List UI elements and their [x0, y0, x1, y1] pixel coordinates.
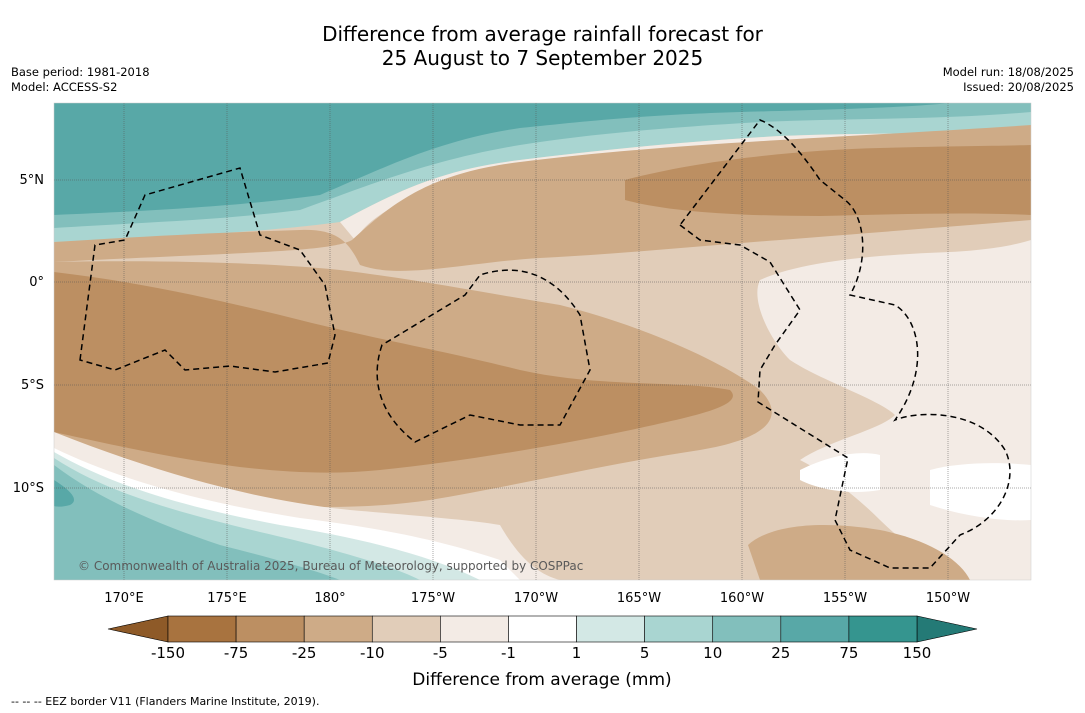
brown-dark-region-southwest — [54, 272, 733, 473]
colorbar-tick-label: -150 — [151, 644, 185, 662]
lon-label: 170°W — [514, 591, 558, 606]
colorbar-tick-label: -1 — [501, 644, 516, 662]
teal-region-south-core — [54, 480, 75, 507]
lon-label: 175°W — [411, 591, 455, 606]
colorbar-tick-label: 5 — [640, 644, 650, 662]
title-line-2: 25 August to 7 September 2025 — [381, 46, 704, 70]
colorbar-tick-label: -5 — [433, 644, 448, 662]
colorbar-tick-label: -75 — [224, 644, 249, 662]
colorbar-bin — [167, 615, 237, 643]
lon-label: 165°W — [617, 591, 661, 606]
model-run: Model run: 18/08/2025 — [942, 65, 1074, 79]
issued-date: Issued: 20/08/2025 — [963, 80, 1074, 94]
colorbar-bin — [712, 615, 782, 643]
copyright-text: © Commonwealth of Australia 2025, Bureau… — [78, 559, 583, 573]
graticule — [54, 103, 1031, 580]
eez-borders — [79, 119, 1011, 569]
colorbar-bin — [508, 615, 577, 643]
meta-left: Base period: 1981-2018 Model: ACCESS-S2 — [11, 65, 150, 95]
latitude-labels: 5°N 0° 5°S 10°S — [13, 173, 44, 496]
teal-region-north-inner — [54, 103, 950, 215]
colorbar-extend-low — [107, 615, 169, 643]
brown-region-south-east — [748, 525, 970, 580]
colorbar-tick-label: 1 — [572, 644, 582, 662]
white-region-east — [930, 463, 1031, 521]
colorbar-tick-label: 25 — [771, 644, 790, 662]
lon-label: 150°W — [926, 591, 970, 606]
colorbar-bin — [371, 615, 441, 643]
colorbar: -150 -75 -25 -10 -5 -1 1 5 10 25 75 150 — [107, 615, 978, 662]
map-panel — [54, 103, 1031, 580]
colorbar-bin — [303, 615, 373, 643]
lon-label: 170°E — [104, 591, 144, 606]
colorbar-bin — [235, 615, 305, 643]
brown-dark-north-east — [625, 145, 1031, 216]
white-region-east-2 — [800, 453, 880, 492]
colorbar-tick-label: 150 — [903, 644, 932, 662]
lat-label: 5°N — [20, 173, 45, 188]
title-line-1: Difference from average rainfall forecas… — [322, 22, 763, 46]
chart-title: Difference from average rainfall forecas… — [0, 22, 1085, 70]
colorbar-tick-label: 10 — [703, 644, 722, 662]
colorbar-tick-label: 75 — [839, 644, 858, 662]
lon-label: 180° — [314, 591, 345, 606]
lat-label: 5°S — [21, 378, 44, 393]
longitude-labels: 170°E 175°E 180° 175°W 170°W 165°W 160°W… — [104, 591, 970, 606]
colorbar-title: Difference from average (mm) — [412, 670, 671, 690]
meta-right: Model run: 18/08/2025 Issued: 20/08/2025 — [943, 65, 1074, 95]
base-period: Base period: 1981-2018 — [11, 65, 150, 79]
colorbar-tick-label: -10 — [360, 644, 385, 662]
lat-label: 0° — [29, 275, 44, 290]
colorbar-bin — [576, 615, 645, 643]
colorbar-bin — [848, 615, 918, 643]
model-name: Model: ACCESS-S2 — [11, 80, 118, 94]
colorbar-extend-high — [916, 615, 978, 643]
map-frame — [53, 102, 1032, 581]
lon-label: 155°W — [823, 591, 867, 606]
colorbar-bin — [780, 615, 850, 643]
colorbar-tick-label: -25 — [292, 644, 317, 662]
lon-label: 160°W — [720, 591, 764, 606]
lon-label: 175°E — [207, 591, 247, 606]
teal-region-south-inner — [54, 465, 340, 580]
lat-label: 10°S — [13, 481, 44, 496]
colorbar-bin — [644, 615, 714, 643]
colorbar-bin — [440, 615, 509, 643]
eez-legend-note: -- -- -- EEZ border V11 (Flanders Marine… — [11, 695, 320, 708]
